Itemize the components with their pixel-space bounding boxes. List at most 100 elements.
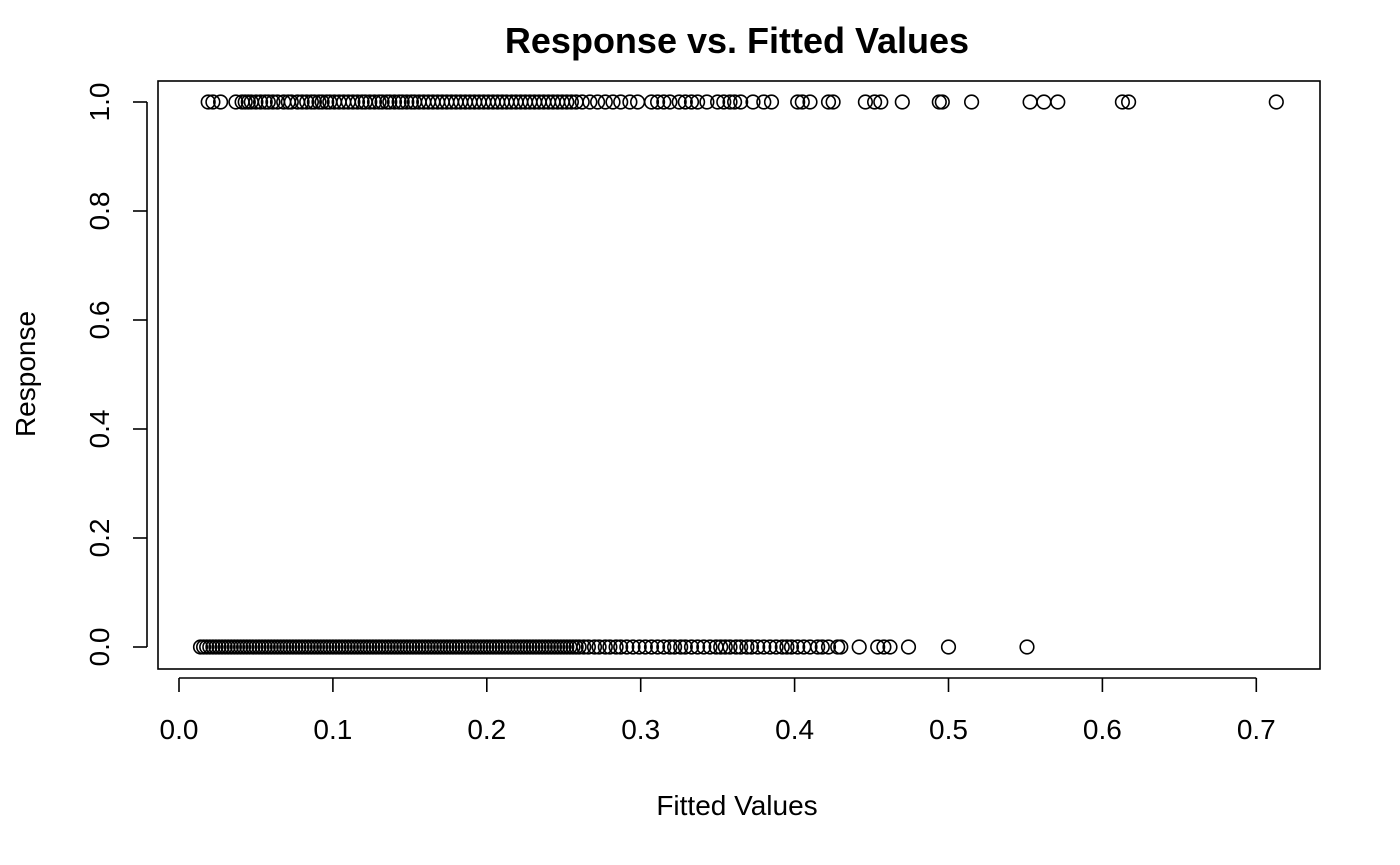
data-point (790, 639, 806, 655)
data-point (349, 94, 366, 110)
data-point (602, 639, 618, 655)
data-point (589, 94, 606, 110)
data-point (605, 94, 621, 110)
data-point (671, 94, 687, 110)
data-point (814, 639, 830, 655)
data-point (366, 94, 383, 110)
data-point (1019, 639, 1035, 655)
x-tick-label: 0.4 (775, 714, 814, 745)
data-point (656, 639, 672, 655)
data-points (192, 94, 1284, 655)
data-point (299, 94, 315, 110)
data-point (619, 639, 635, 655)
data-point (662, 639, 678, 655)
data-point (1022, 94, 1038, 110)
x-tick-label: 0.7 (1237, 714, 1276, 745)
y-tick-label: 0.0 (84, 628, 115, 667)
data-point (306, 94, 323, 110)
data-point (728, 639, 744, 655)
data-point (582, 94, 598, 110)
data-point (709, 94, 726, 110)
data-point (559, 94, 575, 110)
data-point (820, 94, 837, 110)
data-point (571, 639, 587, 655)
data-point (283, 94, 299, 110)
data-point (756, 94, 772, 110)
y-tick-label: 0.6 (84, 301, 115, 340)
data-point (894, 94, 910, 110)
data-point (666, 639, 683, 655)
data-point (743, 639, 760, 655)
data-point (1050, 94, 1066, 110)
data-point (810, 639, 826, 655)
data-point (314, 94, 330, 110)
data-point (934, 94, 950, 110)
data-point (260, 94, 276, 110)
data-point (631, 639, 647, 655)
data-point (702, 639, 718, 655)
data-point (677, 94, 693, 110)
data-point (931, 94, 947, 110)
data-point (205, 94, 221, 110)
y-axis-label: Response (10, 311, 41, 437)
y-axis: 0.0 0.2 0.4 0.6 0.8 1.0 (84, 83, 148, 667)
data-point (783, 639, 800, 655)
data-point (362, 94, 378, 110)
data-point (726, 94, 743, 110)
x-tick-label: 0.5 (929, 714, 968, 745)
data-point (563, 94, 580, 110)
data-point (228, 94, 244, 110)
data-point (643, 94, 660, 110)
data-point (213, 94, 229, 110)
data-point (716, 94, 732, 110)
data-point (622, 94, 638, 110)
data-point (613, 639, 629, 655)
data-point (591, 639, 607, 655)
data-point (399, 94, 415, 110)
data-point (820, 639, 837, 655)
data-point (597, 639, 613, 655)
data-point (876, 639, 892, 655)
x-tick-label: 0.1 (313, 714, 352, 745)
data-point (717, 639, 733, 655)
data-point (745, 94, 761, 110)
data-point (857, 94, 874, 110)
data-point (733, 94, 749, 110)
data-point (689, 94, 706, 110)
data-point (802, 94, 818, 110)
data-point (763, 94, 780, 110)
x-axis: 0.0 0.1 0.2 0.3 0.4 0.5 0.6 0.7 (160, 677, 1276, 745)
data-point (386, 94, 403, 110)
data-point (629, 94, 646, 110)
data-point (265, 94, 281, 110)
x-tick-label: 0.3 (621, 714, 660, 745)
data-point (762, 639, 778, 655)
data-point (940, 639, 957, 655)
x-tick-label: 0.0 (160, 714, 199, 745)
data-point (790, 94, 806, 110)
data-point (699, 94, 715, 110)
data-point (873, 94, 889, 110)
data-point (662, 94, 678, 110)
x-axis-label: Fitted Values (656, 790, 817, 821)
data-point (870, 639, 886, 655)
data-point (866, 94, 883, 110)
data-point (586, 639, 603, 655)
plot-frame (157, 80, 1321, 670)
data-point (673, 639, 689, 655)
data-point (802, 639, 818, 655)
data-point (722, 639, 738, 655)
chart-title: Response vs. Fitted Values (505, 20, 969, 61)
data-point (597, 94, 613, 110)
data-point (637, 639, 653, 655)
data-point (382, 94, 398, 110)
data-point (1114, 94, 1130, 110)
data-point (779, 639, 795, 655)
data-point (794, 94, 810, 110)
data-point (608, 639, 624, 655)
data-point (1268, 94, 1284, 110)
data-point (374, 94, 390, 110)
data-point (580, 639, 597, 655)
data-point (649, 94, 666, 110)
data-point (1036, 94, 1052, 110)
